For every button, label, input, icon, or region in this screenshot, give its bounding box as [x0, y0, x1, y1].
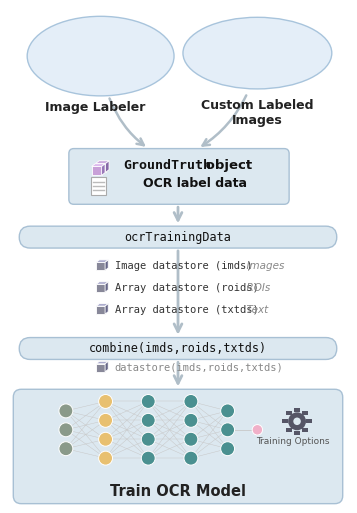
Circle shape	[141, 432, 155, 446]
FancyBboxPatch shape	[19, 226, 337, 248]
FancyBboxPatch shape	[19, 338, 337, 360]
Circle shape	[99, 413, 112, 427]
Circle shape	[184, 413, 198, 427]
Polygon shape	[96, 161, 109, 164]
Polygon shape	[92, 167, 102, 175]
Polygon shape	[294, 431, 300, 435]
Ellipse shape	[183, 17, 332, 89]
Polygon shape	[96, 164, 106, 172]
Polygon shape	[306, 419, 312, 423]
Circle shape	[184, 451, 198, 465]
Text: ROIs: ROIs	[240, 283, 270, 293]
Polygon shape	[96, 282, 108, 284]
Text: object: object	[201, 159, 252, 172]
Polygon shape	[286, 411, 292, 415]
Polygon shape	[286, 427, 292, 431]
FancyBboxPatch shape	[91, 177, 106, 195]
FancyBboxPatch shape	[69, 149, 289, 204]
Text: Array datastore (txtds): Array datastore (txtds)	[115, 305, 258, 314]
Polygon shape	[294, 408, 300, 411]
Polygon shape	[102, 164, 105, 175]
Text: Text: Text	[240, 305, 268, 314]
Polygon shape	[92, 164, 105, 167]
FancyBboxPatch shape	[13, 389, 343, 504]
Circle shape	[293, 418, 301, 425]
Circle shape	[59, 423, 73, 437]
Polygon shape	[282, 419, 288, 423]
Ellipse shape	[27, 16, 174, 96]
Circle shape	[141, 394, 155, 408]
Circle shape	[184, 394, 198, 408]
Polygon shape	[96, 262, 105, 270]
Polygon shape	[96, 260, 108, 262]
Circle shape	[184, 432, 198, 446]
Polygon shape	[105, 282, 108, 292]
Circle shape	[221, 442, 235, 456]
Text: Image datastore (imds): Image datastore (imds)	[115, 261, 252, 271]
Polygon shape	[105, 304, 108, 314]
Polygon shape	[302, 411, 308, 415]
Text: Train OCR Model: Train OCR Model	[110, 484, 246, 499]
Text: ocrTrainingData: ocrTrainingData	[125, 231, 231, 244]
Circle shape	[221, 423, 235, 437]
Circle shape	[99, 451, 112, 465]
Polygon shape	[96, 361, 108, 364]
Text: Images: Images	[240, 261, 284, 271]
Circle shape	[221, 404, 235, 418]
Text: OCR label data: OCR label data	[143, 177, 247, 190]
Circle shape	[59, 442, 73, 456]
Circle shape	[99, 432, 112, 446]
Circle shape	[59, 404, 73, 418]
Polygon shape	[105, 361, 108, 372]
Circle shape	[141, 451, 155, 465]
Text: combine(imds,roids,txtds): combine(imds,roids,txtds)	[89, 342, 267, 355]
Polygon shape	[96, 284, 105, 292]
Polygon shape	[96, 364, 105, 372]
Circle shape	[141, 413, 155, 427]
Polygon shape	[106, 161, 109, 172]
Polygon shape	[96, 306, 105, 314]
Circle shape	[288, 412, 306, 430]
Text: Image Labeler: Image Labeler	[45, 101, 146, 114]
Text: Training Options: Training Options	[256, 437, 330, 446]
Circle shape	[99, 394, 112, 408]
Polygon shape	[105, 260, 108, 270]
Text: Custom Labeled
Images: Custom Labeled Images	[201, 99, 314, 127]
Text: datastore(imds,roids,txtds): datastore(imds,roids,txtds)	[115, 362, 283, 372]
Text: Array datastore (roids): Array datastore (roids)	[115, 283, 258, 293]
Polygon shape	[96, 304, 108, 306]
Text: GroundTruth: GroundTruth	[124, 159, 211, 172]
Polygon shape	[302, 427, 308, 431]
Circle shape	[252, 425, 263, 435]
